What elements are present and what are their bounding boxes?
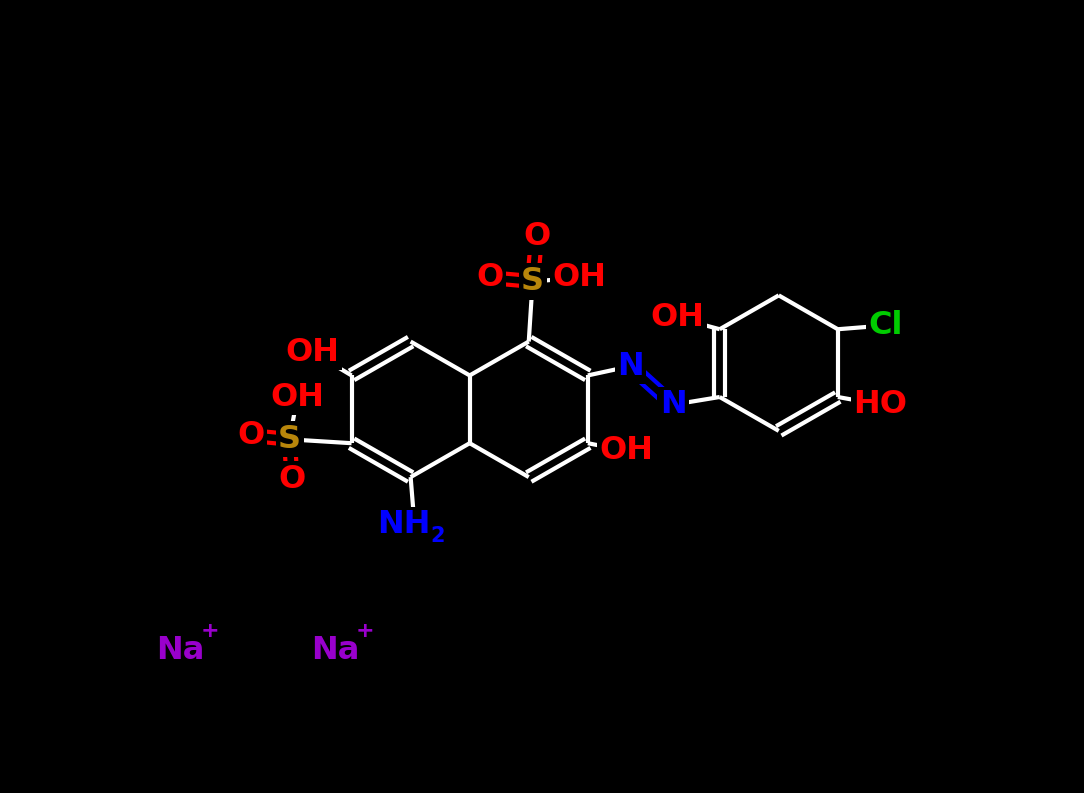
- Text: HO: HO: [853, 389, 907, 420]
- Text: Cl: Cl: [868, 310, 903, 341]
- Text: Na: Na: [311, 635, 360, 666]
- Text: +: +: [201, 621, 219, 641]
- Text: OH: OH: [552, 262, 606, 293]
- Text: N: N: [660, 389, 686, 420]
- Text: NH: NH: [377, 509, 430, 540]
- Text: OH: OH: [599, 435, 654, 466]
- Text: OH: OH: [270, 381, 324, 412]
- Text: 2: 2: [430, 526, 446, 546]
- Text: N: N: [617, 351, 644, 381]
- Text: O: O: [279, 464, 306, 495]
- Text: S: S: [521, 266, 544, 297]
- Text: O: O: [522, 221, 550, 252]
- Text: S: S: [279, 423, 301, 455]
- Text: OH: OH: [650, 302, 705, 333]
- Text: OH: OH: [286, 337, 339, 368]
- Text: Na: Na: [156, 635, 205, 666]
- Text: +: +: [356, 621, 374, 641]
- Text: O: O: [476, 262, 504, 293]
- Text: O: O: [237, 420, 264, 451]
